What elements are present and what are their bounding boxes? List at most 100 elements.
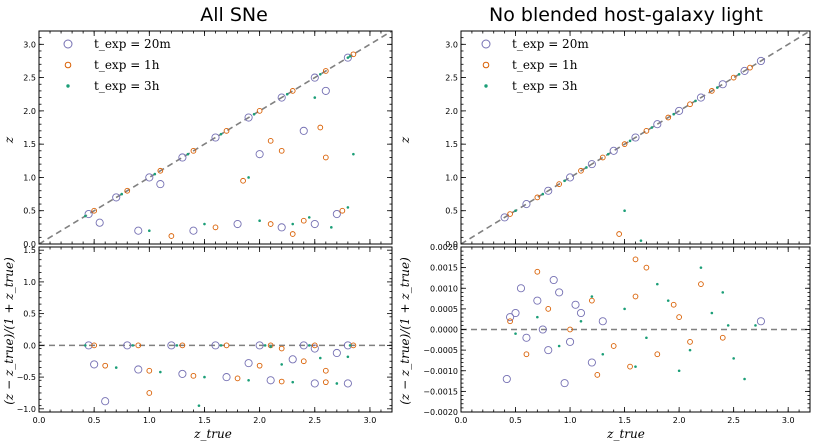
left-bottom-point bbox=[343, 379, 352, 388]
left-top-point bbox=[156, 180, 165, 189]
left-bottom-point bbox=[211, 341, 220, 350]
left-bottom-point bbox=[123, 341, 132, 350]
right-bottom-point bbox=[710, 311, 714, 315]
left-xlabel: z_true bbox=[193, 427, 232, 441]
right-bottom-point bbox=[598, 317, 607, 326]
right-top-point bbox=[609, 146, 618, 155]
right-bottom-point bbox=[579, 319, 583, 323]
right-top-point bbox=[500, 213, 509, 222]
right-bottom-point bbox=[726, 324, 730, 327]
left-bottom-point bbox=[247, 378, 250, 382]
right-top-point bbox=[696, 93, 705, 102]
right-bottom-point bbox=[589, 297, 595, 304]
right-bottom-ytick-label: 0.0005 bbox=[430, 305, 458, 314]
left-top-point bbox=[317, 124, 324, 131]
right-bottom-xtick-label: 1.5 bbox=[618, 416, 631, 425]
left-bottom-point bbox=[269, 345, 272, 348]
left-top-point bbox=[252, 112, 256, 116]
right-top-point bbox=[708, 88, 715, 94]
right-top-point bbox=[737, 72, 741, 76]
right-bottom-point bbox=[545, 306, 552, 312]
left-bottom-point bbox=[223, 342, 230, 349]
right-top-point bbox=[665, 114, 672, 121]
left-bottom-point bbox=[84, 344, 87, 347]
right-bottom-point bbox=[754, 324, 757, 327]
left-bottom-point bbox=[318, 356, 322, 360]
left-bottom-ytick-label: 0.5 bbox=[23, 310, 36, 319]
left-top-point bbox=[289, 88, 296, 94]
left-top-point bbox=[278, 147, 285, 154]
right-bottom-xtick-label: 2.0 bbox=[673, 416, 686, 425]
left-bottom-point bbox=[190, 372, 197, 379]
left-top-point bbox=[289, 231, 296, 237]
left-top-point bbox=[339, 207, 346, 214]
right-top-point bbox=[616, 231, 622, 237]
legend-left: t_exp = 20m t_exp = 1h t_exp = 3h bbox=[63, 37, 171, 93]
right-top-point bbox=[639, 239, 643, 242]
right-bottom-xtick-label: 3.0 bbox=[782, 416, 795, 425]
left-bottom-point bbox=[167, 341, 176, 350]
legend-marker bbox=[64, 61, 72, 69]
right-bottom-point bbox=[643, 264, 650, 271]
right-bottom-point bbox=[549, 275, 558, 285]
left-top-point bbox=[186, 152, 190, 156]
left-bottom-point bbox=[135, 342, 142, 349]
left-top-point bbox=[120, 192, 124, 196]
left-bottom-xtick-label: 3.0 bbox=[364, 416, 377, 425]
left-bottom-point bbox=[222, 373, 231, 382]
right-bottom-point bbox=[645, 336, 648, 340]
right-bottom-point bbox=[677, 369, 681, 373]
left-top-point bbox=[310, 73, 319, 82]
right-bottom-point bbox=[756, 317, 765, 326]
right-top-ytick-label: 2.0 bbox=[445, 107, 458, 116]
right-top-point bbox=[587, 160, 596, 169]
left-top-point bbox=[190, 147, 197, 154]
left-bottom-xtick-label: 2.5 bbox=[308, 416, 321, 425]
right-top-point bbox=[563, 179, 566, 183]
right-top-ytick-label: 1.5 bbox=[445, 140, 458, 149]
left-top-point bbox=[267, 221, 274, 227]
left-bottom-frame bbox=[38, 246, 393, 413]
right-top-point bbox=[556, 181, 563, 187]
left-top-point bbox=[134, 226, 143, 235]
left-top-point bbox=[322, 68, 329, 74]
left-top-point bbox=[148, 229, 151, 232]
left-top-ytick-label: 2.5 bbox=[23, 74, 36, 83]
right-bottom-point bbox=[732, 357, 735, 360]
left-top-point bbox=[321, 86, 330, 95]
right-bottom-ytick-label: 0.0020 bbox=[430, 243, 458, 252]
right-top-point bbox=[694, 99, 697, 103]
left-top-point bbox=[256, 108, 263, 114]
left-bottom-point bbox=[91, 342, 98, 349]
legend-marker bbox=[482, 61, 490, 69]
right-bottom-point bbox=[654, 351, 661, 358]
right-bottom-point bbox=[699, 266, 703, 269]
left-top-point bbox=[157, 167, 164, 174]
left-bottom-point bbox=[343, 341, 352, 350]
right-top-point bbox=[599, 154, 606, 161]
left-bottom-point bbox=[307, 344, 311, 347]
left-bottom-point bbox=[322, 379, 329, 386]
left-top-point bbox=[112, 193, 121, 202]
left-top-ylabel: z bbox=[2, 136, 16, 144]
left-bottom-point bbox=[346, 355, 350, 359]
right-bottom-point bbox=[514, 332, 517, 335]
right-bottom-point bbox=[506, 313, 515, 322]
right-bottom-point bbox=[743, 377, 746, 381]
right-bottom-point bbox=[538, 325, 547, 334]
right-top-point bbox=[740, 66, 749, 75]
right-bottom-ytick-label: −0.0010 bbox=[423, 367, 458, 376]
right-bottom-point bbox=[594, 372, 601, 378]
left-bottom-point bbox=[322, 367, 329, 374]
right-bottom-point bbox=[666, 299, 670, 302]
left-bottom-point bbox=[278, 345, 285, 352]
legend-marker bbox=[484, 84, 488, 88]
left-bottom-point bbox=[311, 342, 318, 349]
left-top-point bbox=[348, 54, 352, 58]
left-top-point bbox=[258, 219, 261, 223]
left-top-ytick-label: 3.0 bbox=[23, 40, 36, 49]
left-bottom-point bbox=[90, 360, 99, 369]
left-top-point bbox=[343, 53, 352, 62]
panel-left-bottom: 0.0 0.5 1.0 1.5 2.0 2.5 3.0 −1.0 −0.5 0.0 0.5 1.0 1.… bbox=[17, 246, 393, 425]
left-top-point bbox=[223, 127, 230, 134]
